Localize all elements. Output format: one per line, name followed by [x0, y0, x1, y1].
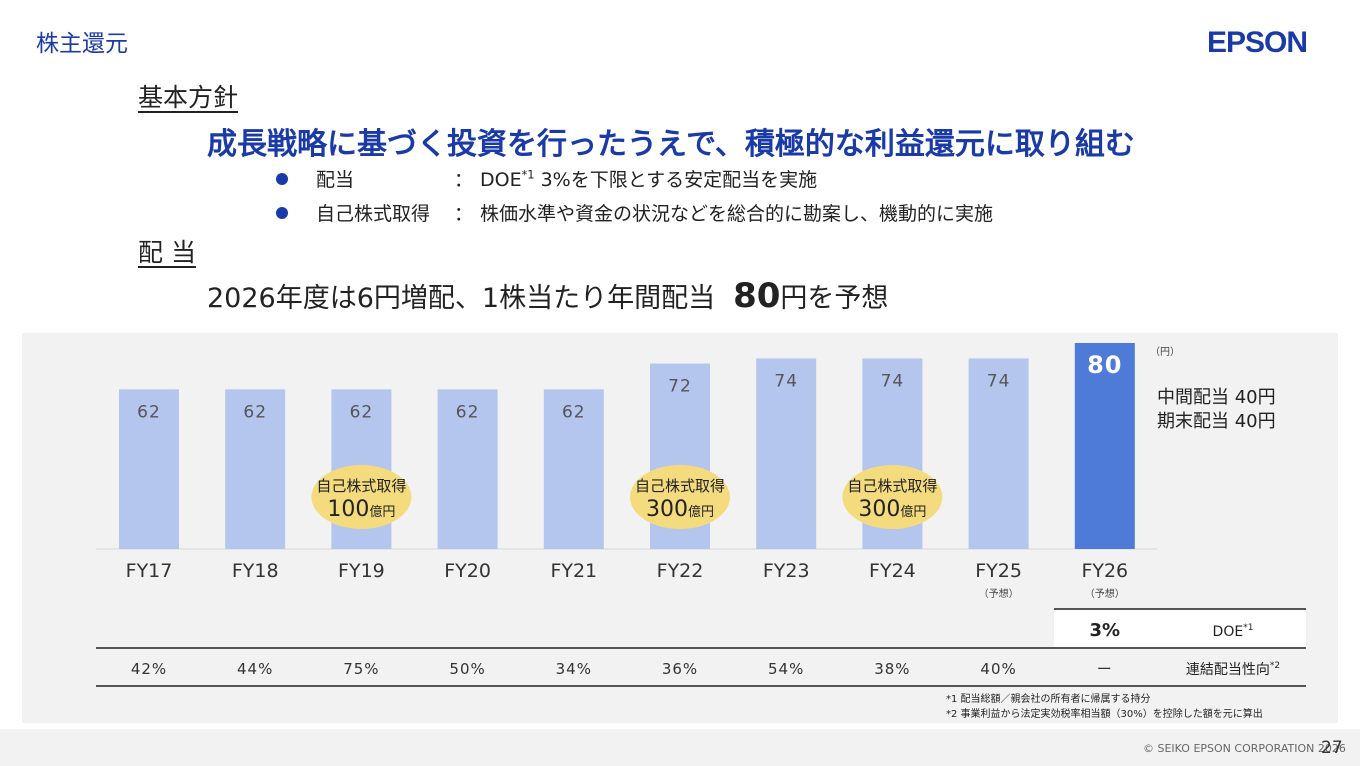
page-number: 27	[1321, 738, 1343, 758]
bar-fy25	[968, 358, 1029, 549]
category-label: FY19	[338, 560, 385, 582]
bar-fy17	[119, 389, 179, 549]
payout-ratio-value: 40%	[980, 660, 1016, 678]
buyback-bubble	[842, 465, 943, 529]
epson-logo: EPSON	[1207, 26, 1308, 59]
bar-fy21	[543, 389, 604, 549]
category-label: FY18	[232, 560, 279, 582]
bar-fy20	[437, 389, 498, 549]
dividend-breakdown-item: 中間配当 40円	[1157, 387, 1276, 408]
bullet-label: 自己株式取得	[316, 203, 431, 225]
forecast-value: 80	[733, 276, 781, 316]
policy-statement: 成長戦略に基づく投資を行ったうえで、積極的な利益還元に取り組む	[207, 127, 1135, 162]
payout-ratio-value: 54%	[768, 660, 804, 678]
copyright: © SEIKO EPSON CORPORATION 2026	[1143, 742, 1346, 755]
bullet-label: 配当	[316, 169, 355, 191]
policy-bullet-dividend: 配当 ： DOE*1 3%を下限とする安定配当を実施	[276, 165, 817, 192]
doe-cell	[1054, 609, 1306, 647]
bar-fy23	[756, 358, 817, 549]
unit-label: （円）	[1150, 346, 1180, 358]
buyback-amount: 300億円	[858, 497, 926, 522]
dividend-breakdown-item: 期末配当 40円	[1157, 411, 1276, 432]
bar-value-label: 72	[668, 377, 692, 397]
policy-bullet-buyback: 自己株式取得 ： 株価水準や資金の状況などを総合的に勘案し、機動的に実施	[276, 199, 993, 226]
buyback-bubble	[311, 465, 412, 529]
category-label: FY20	[444, 560, 491, 582]
forecast-suffix: 円を予想	[780, 283, 889, 314]
buyback-bubble	[630, 465, 730, 529]
bullet-text: DOE	[480, 169, 522, 191]
payout-ratio-label: 連結配当性向*2	[1186, 661, 1280, 678]
dividend-bar-chart: 62 FY17 62 FY18 62 FY19 62 FY20 62 FY21 72 FY22 74 FY…	[96, 343, 1306, 720]
doe-label: DOE*1	[1213, 623, 1254, 640]
category-label: FY17	[126, 560, 173, 582]
payout-ratio-value: 36%	[662, 660, 698, 678]
category-label: FY23	[763, 560, 810, 582]
bar-value-label: 80	[1087, 351, 1122, 379]
bullet-colon: ：	[454, 169, 474, 191]
dividend-forecast: 2026年度は6円増配、1株当たり年間配当 80円を予想	[207, 276, 888, 316]
footnote: *1 配当総額／親会社の所有者に帰属する持分	[946, 692, 1151, 705]
payout-ratio-value: 34%	[556, 660, 592, 678]
dividend-chart-panel: 62 FY17 62 FY18 62 FY19 62 FY20 62 FY21 72 FY22 74 FY…	[22, 333, 1338, 723]
bullet-text-suffix: 3%を下限とする安定配当を実施	[534, 169, 818, 191]
category-note: （予想）	[1085, 587, 1125, 600]
footnote: *2 事業利益から法定実効税率相当額（30%）を控除した額を元に算出	[946, 707, 1263, 720]
bullet-dot-icon	[276, 172, 288, 185]
bar-value-label: 62	[456, 402, 480, 422]
payout-ratio-value: 42%	[131, 660, 167, 678]
category-label: FY21	[550, 560, 597, 582]
footer-band	[0, 729, 1360, 766]
bar-fy18	[225, 389, 286, 549]
bar-value-label: 74	[987, 371, 1011, 391]
category-label: FY22	[657, 560, 704, 582]
payout-ratio-value: ー	[1097, 660, 1113, 678]
bar-value-label: 62	[562, 402, 586, 422]
buyback-title: 自己株式取得	[635, 477, 725, 495]
payout-ratio-value: 50%	[449, 660, 485, 678]
bullet-footnote-mark: *1	[521, 167, 535, 182]
bar-value-label: 74	[881, 371, 905, 391]
dividend-heading: 配 当	[138, 238, 196, 267]
buyback-amount: 300億円	[646, 497, 714, 522]
category-label: FY24	[869, 560, 916, 582]
buyback-amount: 100億円	[327, 497, 395, 522]
buyback-title: 自己株式取得	[847, 477, 937, 495]
forecast-prefix: 2026年度は6円増配、1株当たり年間配当	[207, 283, 716, 314]
bar-value-label: 62	[137, 402, 161, 422]
payout-ratio-value: 44%	[237, 660, 273, 678]
bullet-text: 株価水準や資金の状況などを総合的に勘案し、機動的に実施	[480, 203, 994, 225]
bar-value-label: 62	[350, 402, 374, 422]
buyback-title: 自己株式取得	[316, 477, 406, 495]
bullet-dot-icon	[276, 206, 288, 219]
bar-value-label: 62	[243, 402, 267, 422]
category-label: FY25	[975, 560, 1022, 582]
bar-fy26	[1074, 343, 1135, 549]
bar-value-label: 74	[774, 371, 798, 391]
doe-value: 3%	[1090, 620, 1121, 641]
category-label: FY26	[1081, 560, 1128, 582]
bullet-colon: ：	[454, 203, 474, 225]
payout-ratio-value: 38%	[874, 660, 910, 678]
category-note: （予想）	[979, 587, 1019, 600]
policy-heading: 基本方針	[138, 83, 239, 112]
payout-ratio-value: 75%	[343, 660, 379, 678]
section-title: 株主還元	[36, 31, 128, 57]
